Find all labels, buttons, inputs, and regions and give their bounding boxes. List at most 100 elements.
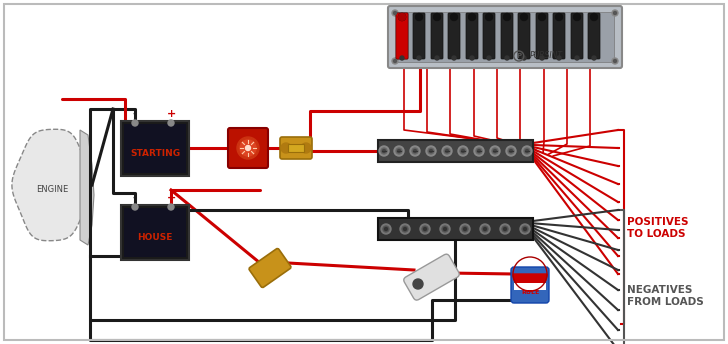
- Circle shape: [504, 13, 510, 21]
- Circle shape: [462, 150, 464, 152]
- FancyBboxPatch shape: [571, 13, 583, 59]
- Text: HOUSE: HOUSE: [138, 234, 173, 243]
- Circle shape: [451, 13, 457, 21]
- Text: -: -: [132, 193, 138, 203]
- Circle shape: [483, 227, 486, 230]
- Circle shape: [132, 204, 138, 210]
- FancyBboxPatch shape: [413, 13, 425, 59]
- Circle shape: [478, 150, 480, 152]
- Circle shape: [458, 146, 468, 156]
- FancyBboxPatch shape: [553, 13, 565, 59]
- Circle shape: [397, 150, 400, 152]
- Text: PURSINT: PURSINT: [530, 52, 563, 61]
- Circle shape: [435, 56, 439, 60]
- Circle shape: [462, 226, 468, 232]
- Circle shape: [460, 148, 466, 154]
- Circle shape: [398, 13, 405, 21]
- Circle shape: [400, 224, 410, 234]
- Circle shape: [424, 227, 427, 230]
- FancyBboxPatch shape: [280, 137, 312, 159]
- Circle shape: [281, 143, 291, 153]
- FancyBboxPatch shape: [588, 13, 600, 59]
- FancyBboxPatch shape: [121, 205, 189, 260]
- Circle shape: [574, 13, 580, 21]
- Circle shape: [402, 226, 408, 232]
- Circle shape: [383, 226, 389, 232]
- Circle shape: [394, 60, 397, 63]
- Circle shape: [612, 58, 618, 64]
- Circle shape: [505, 56, 509, 60]
- Polygon shape: [80, 130, 94, 245]
- Circle shape: [504, 227, 507, 230]
- Circle shape: [522, 226, 528, 232]
- Circle shape: [414, 150, 416, 152]
- Circle shape: [470, 56, 474, 60]
- FancyBboxPatch shape: [396, 13, 408, 59]
- Text: TO LOADS: TO LOADS: [627, 229, 686, 239]
- Circle shape: [384, 227, 387, 230]
- Circle shape: [506, 146, 516, 156]
- Circle shape: [379, 146, 389, 156]
- Circle shape: [526, 150, 529, 152]
- FancyBboxPatch shape: [501, 13, 513, 59]
- FancyBboxPatch shape: [483, 13, 495, 59]
- Circle shape: [482, 226, 488, 232]
- Circle shape: [417, 56, 421, 60]
- Circle shape: [452, 56, 456, 60]
- Circle shape: [420, 224, 430, 234]
- FancyBboxPatch shape: [518, 13, 530, 59]
- Text: FROM LOADS: FROM LOADS: [627, 297, 704, 307]
- Circle shape: [410, 146, 420, 156]
- Circle shape: [168, 120, 174, 126]
- Wedge shape: [513, 274, 547, 291]
- Circle shape: [575, 56, 579, 60]
- Circle shape: [522, 146, 532, 156]
- Circle shape: [444, 148, 450, 154]
- FancyBboxPatch shape: [124, 124, 186, 173]
- Text: POSITIVES: POSITIVES: [627, 217, 689, 227]
- Circle shape: [539, 13, 545, 21]
- Text: -: -: [132, 109, 138, 119]
- FancyBboxPatch shape: [124, 208, 186, 257]
- Circle shape: [396, 148, 402, 154]
- Circle shape: [428, 148, 434, 154]
- FancyBboxPatch shape: [288, 144, 304, 152]
- Circle shape: [520, 224, 530, 234]
- FancyBboxPatch shape: [466, 13, 478, 59]
- FancyBboxPatch shape: [431, 13, 443, 59]
- Circle shape: [500, 224, 510, 234]
- Circle shape: [555, 13, 563, 21]
- Circle shape: [508, 148, 514, 154]
- Circle shape: [442, 226, 448, 232]
- FancyBboxPatch shape: [396, 13, 408, 59]
- FancyBboxPatch shape: [396, 12, 614, 62]
- FancyBboxPatch shape: [378, 218, 533, 240]
- Circle shape: [382, 150, 386, 152]
- Circle shape: [590, 13, 598, 21]
- Circle shape: [426, 146, 436, 156]
- Circle shape: [132, 120, 138, 126]
- Circle shape: [494, 150, 496, 152]
- FancyBboxPatch shape: [448, 13, 460, 59]
- Circle shape: [413, 279, 423, 289]
- Circle shape: [614, 11, 617, 14]
- Circle shape: [301, 143, 311, 153]
- Circle shape: [400, 56, 404, 60]
- Circle shape: [394, 11, 397, 14]
- Circle shape: [433, 13, 440, 21]
- Circle shape: [614, 60, 617, 63]
- Circle shape: [394, 146, 404, 156]
- Circle shape: [446, 150, 448, 152]
- Circle shape: [464, 227, 467, 230]
- FancyBboxPatch shape: [404, 254, 459, 300]
- Circle shape: [460, 224, 470, 234]
- Circle shape: [245, 146, 250, 151]
- Text: RULE: RULE: [521, 290, 539, 295]
- Circle shape: [523, 227, 526, 230]
- Circle shape: [381, 224, 391, 234]
- Circle shape: [540, 56, 544, 60]
- Circle shape: [398, 13, 405, 21]
- Circle shape: [412, 148, 418, 154]
- Polygon shape: [12, 129, 92, 241]
- Circle shape: [522, 56, 526, 60]
